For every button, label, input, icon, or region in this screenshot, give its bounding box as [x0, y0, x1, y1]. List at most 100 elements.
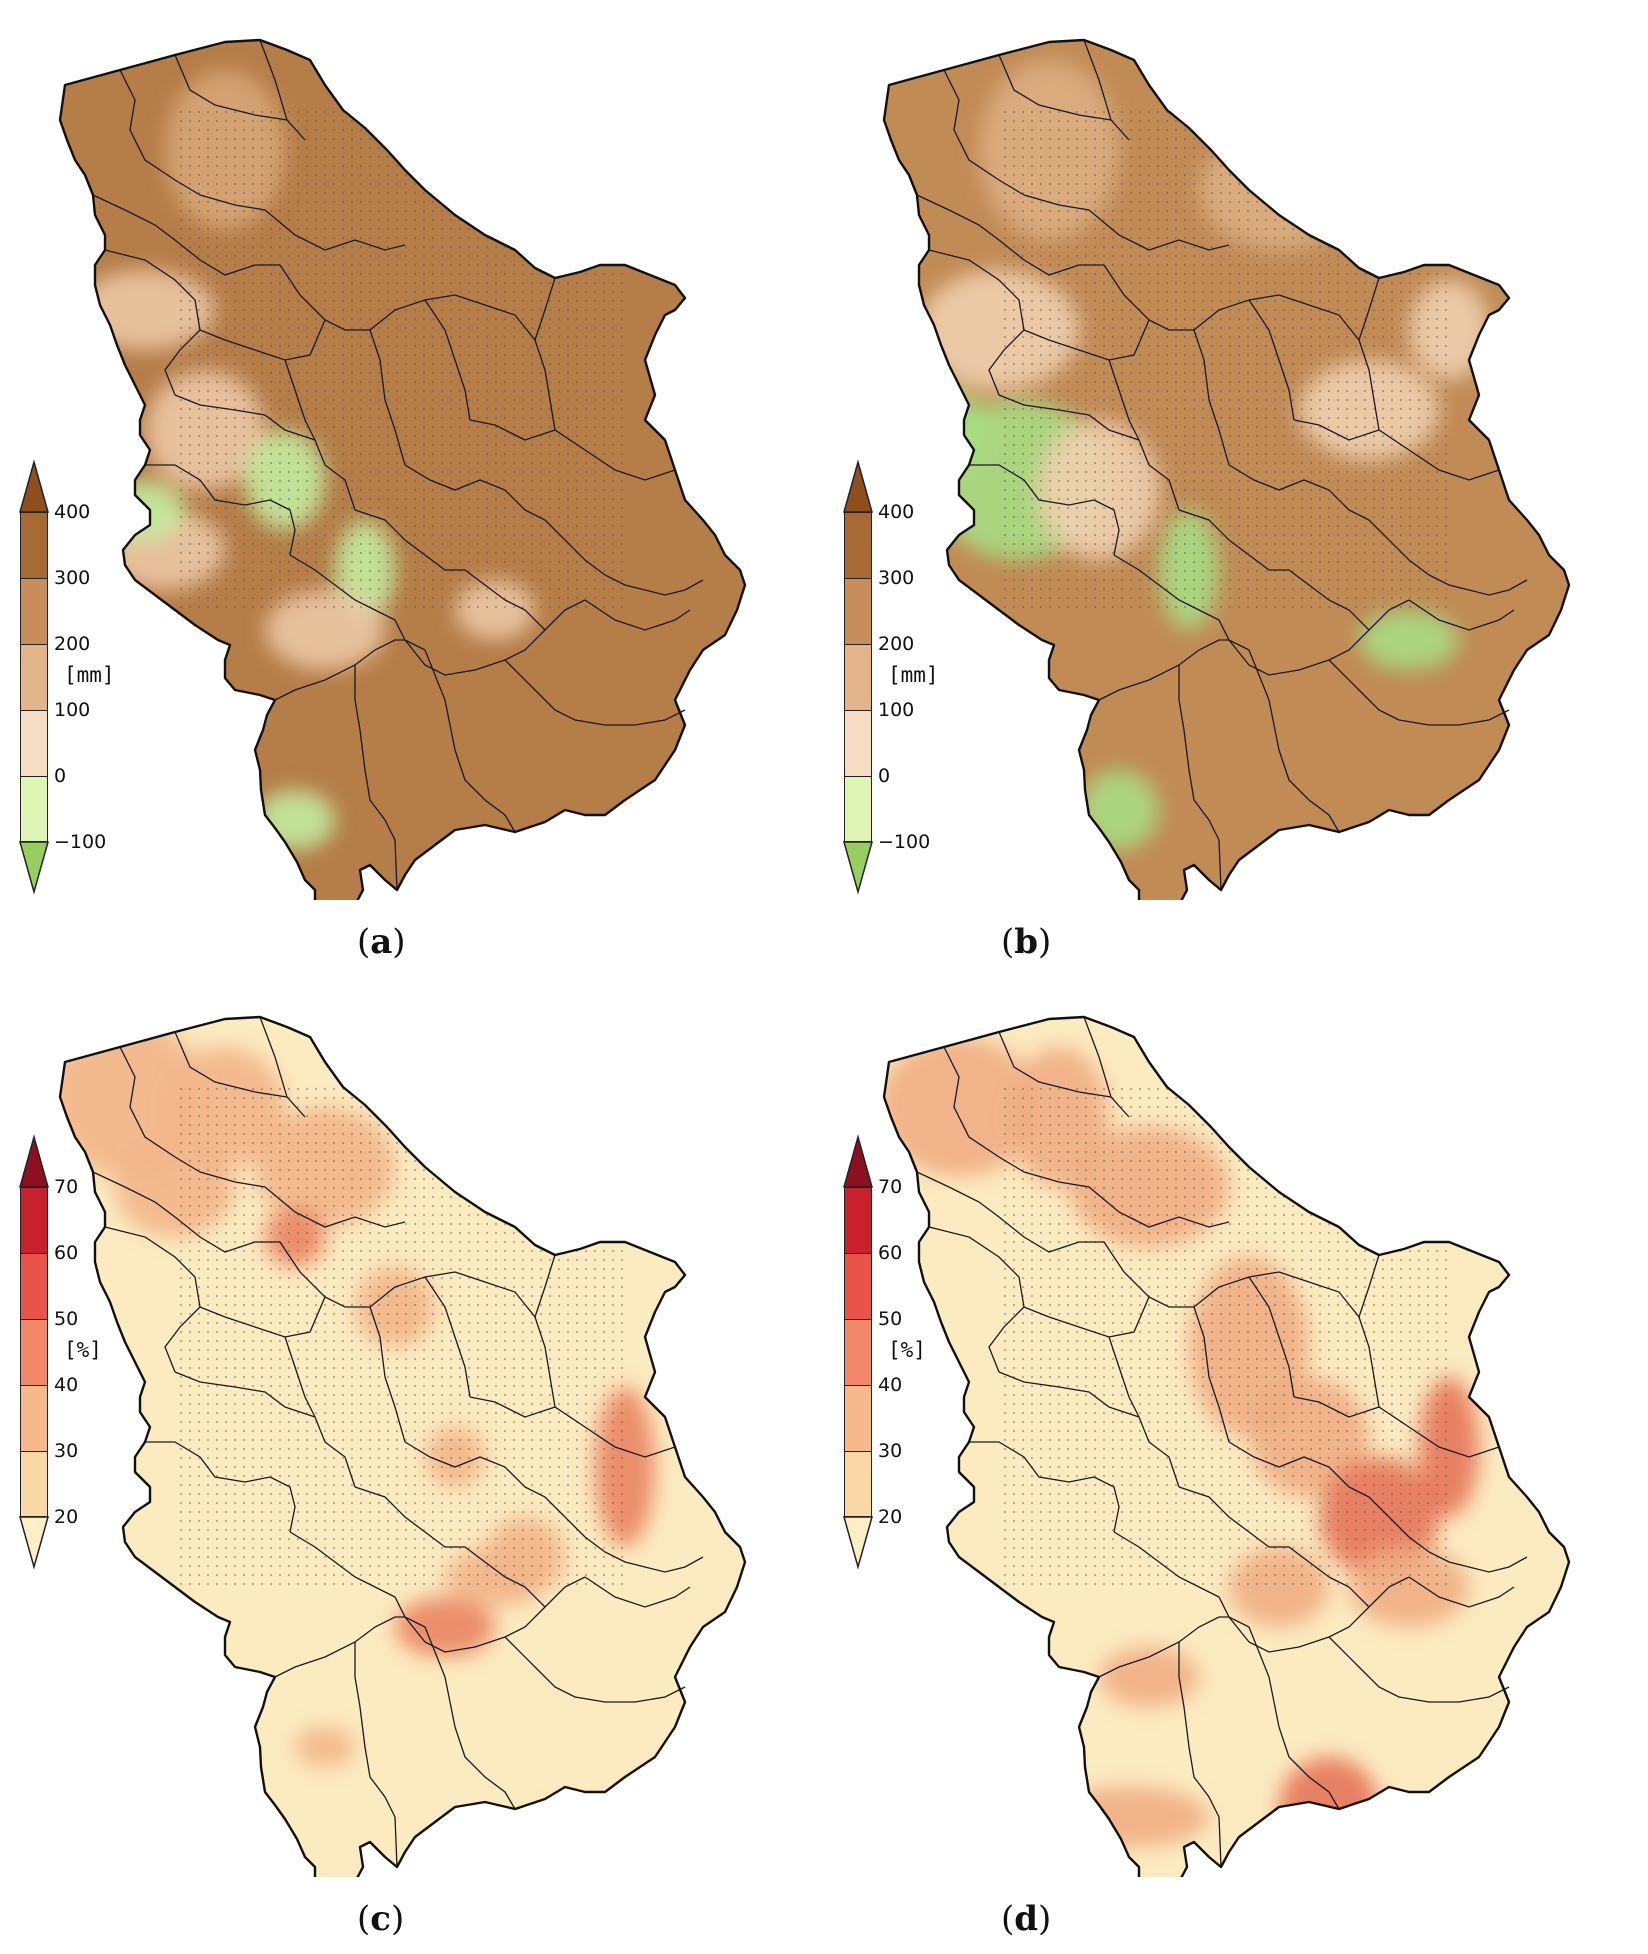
- district-border: [998, 394, 1180, 511]
- colorbar-tick-label: −100: [878, 831, 931, 853]
- map-d: [882, 1015, 1571, 1877]
- colorbar-segment: [20, 1385, 48, 1451]
- district-border: [92, 1171, 280, 1253]
- district-border: [998, 1371, 1180, 1488]
- district-border: [1248, 1626, 1340, 1810]
- district-border: [424, 649, 516, 833]
- colorbar-tick-label: 30: [878, 1440, 903, 1462]
- district-border: [1248, 299, 1295, 421]
- colorbar-tick-label: 40: [878, 1374, 903, 1396]
- map-b: [882, 38, 1571, 900]
- district-border: [1408, 1576, 1515, 1608]
- shading-patch: [525, 1807, 605, 1867]
- district-border: [259, 39, 288, 121]
- district-border: [1023, 194, 1230, 251]
- district-border: [92, 194, 280, 276]
- colorbar-segment: [844, 578, 872, 644]
- colorbar-tick-label: 60: [54, 1242, 79, 1264]
- district-border: [1113, 554, 1230, 641]
- district-border: [279, 264, 456, 331]
- colorbar-segment: [844, 1451, 872, 1517]
- colorbar-segment: [20, 1253, 48, 1319]
- district-border: [1178, 509, 1330, 601]
- district-border: [1023, 1296, 1150, 1338]
- colorbar-segment: [20, 1319, 48, 1385]
- district-border: [199, 319, 326, 361]
- district-border: [1328, 1576, 1370, 1608]
- district-border: [1193, 329, 1230, 466]
- district-border: [424, 1276, 471, 1398]
- district-border: [534, 277, 556, 341]
- shading-patch: [295, 1727, 355, 1767]
- district-border: [916, 1171, 1104, 1253]
- district-border: [1228, 464, 1390, 541]
- district-border: [369, 329, 406, 466]
- district-border: [969, 1441, 1120, 1533]
- district-border: [145, 1441, 296, 1533]
- district-border: [1248, 1276, 1295, 1398]
- country-outline: [58, 38, 747, 900]
- district-border: [504, 599, 546, 631]
- district-border: [174, 1031, 306, 1118]
- shading-patch: [1359, 610, 1459, 670]
- panel-caption: (b): [1001, 922, 1052, 962]
- colorbar-tick-label: 50: [54, 1308, 79, 1330]
- district-border: [1023, 319, 1150, 361]
- district-border: [584, 1576, 691, 1608]
- district-border: [284, 359, 316, 441]
- district-border: [998, 54, 1130, 141]
- district-border: [564, 1516, 704, 1573]
- colorbar-segment: [844, 776, 872, 842]
- colorbar-unit-label: [mm]: [888, 663, 939, 687]
- district-border: [1108, 1336, 1140, 1418]
- country-outline: [882, 1015, 1571, 1877]
- district-border: [1178, 665, 1222, 891]
- shading-patch: [1049, 1787, 1209, 1847]
- district-border: [564, 539, 704, 596]
- district-border: [354, 1642, 398, 1868]
- district-border: [969, 464, 1120, 556]
- district-border: [404, 464, 566, 541]
- district-border: [504, 659, 686, 726]
- map-panel-c: 70 60 50 40 30 20 [%] (c): [0, 977, 824, 1954]
- shading-patch: [395, 1597, 495, 1657]
- colorbar: 70 60 50 40 30 20 [%]: [843, 1134, 926, 1570]
- colorbar-segment: [20, 710, 48, 776]
- district-border: [1193, 1306, 1230, 1443]
- district-border: [199, 194, 406, 251]
- district-border: [1098, 639, 1250, 701]
- district-border: [1103, 1241, 1280, 1308]
- district-border: [199, 1296, 326, 1338]
- map-c: [58, 1015, 747, 1877]
- colorbar-segment: [20, 1451, 48, 1517]
- colorbar-segment: [844, 1187, 872, 1253]
- panel-caption-letter: d: [1014, 1899, 1039, 1939]
- map-panel-d: 70 60 50 40 30 20 [%] (d): [824, 977, 1648, 1954]
- colorbar: 400 300 200 100 0 −100 [mm]: [19, 459, 115, 895]
- colorbar-arrow-top: [843, 1134, 873, 1188]
- district-border: [1328, 599, 1370, 631]
- shading-patch: [105, 480, 185, 540]
- colorbar-unit-label: [mm]: [64, 663, 115, 687]
- colorbar-tick-label: 100: [54, 699, 91, 721]
- colorbar-tick-label: 400: [878, 501, 915, 523]
- district-border: [1293, 419, 1500, 481]
- country-outline: [58, 1015, 747, 1877]
- district-border: [1083, 39, 1112, 121]
- shading-patch: [909, 390, 989, 470]
- shading-patch: [1099, 1647, 1199, 1707]
- district-border: [424, 299, 471, 421]
- colorbar-segment: [20, 578, 48, 644]
- district-border: [584, 599, 691, 631]
- district-border: [1358, 277, 1380, 341]
- district-border: [469, 419, 676, 481]
- colorbar-arrow-bottom: [843, 1516, 873, 1570]
- colorbar-arrow-bottom: [19, 1516, 49, 1570]
- colorbar-segment: [844, 512, 872, 578]
- district-border: [504, 1576, 546, 1608]
- district-border: [104, 249, 201, 396]
- district-border: [1178, 1486, 1330, 1578]
- district-border: [354, 1486, 506, 1578]
- colorbar-segment: [844, 1253, 872, 1319]
- map-a: [58, 38, 747, 900]
